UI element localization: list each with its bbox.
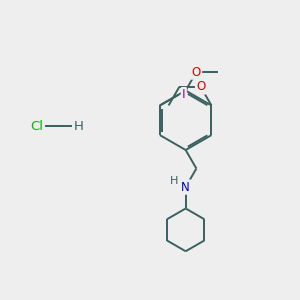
Text: O: O [196,80,205,93]
Text: H: H [74,120,84,133]
Text: O: O [192,65,201,79]
Text: Cl: Cl [31,120,44,133]
Text: H: H [170,176,178,185]
Text: N: N [181,181,190,194]
Text: I: I [182,88,186,101]
